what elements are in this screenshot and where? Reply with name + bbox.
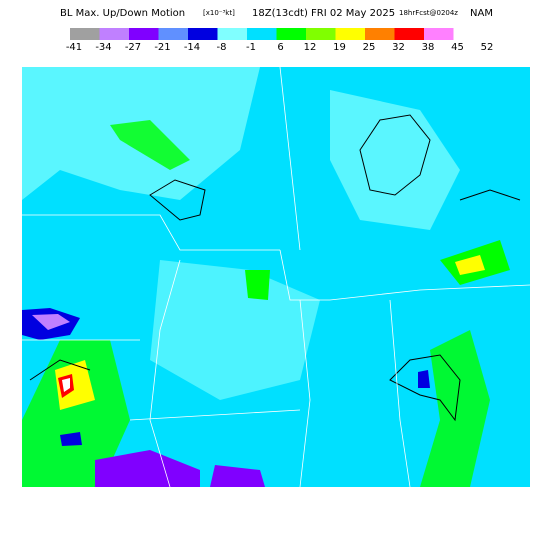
field-region [245,270,270,300]
field-region [62,378,70,392]
legend-label: 6 [277,42,283,53]
legend-label: 12 [304,42,317,53]
legend-label: -27 [125,42,141,53]
color-legend: -41 -34 -27 -21 -14 -8 -1 6 12 19 25 32 38 45 52 [66,28,494,53]
legend-swatch [306,28,336,40]
state-borders [22,66,531,488]
field-region [210,465,265,487]
legend-swatch [276,28,306,40]
field-region [55,360,95,410]
legend-label: -14 [184,42,200,53]
legend-swatch [70,28,100,40]
field-region [22,340,130,487]
units: [x10⁻³kt] [203,9,235,17]
legend-swatch [394,28,424,40]
forecast-info: 18hrFcst@0204z [399,9,458,17]
legend-label: 25 [363,42,376,53]
coastlines [29,114,521,422]
title: BL Max. Up/Down Motion [60,8,185,19]
legend-label: 19 [333,42,346,53]
legend-label: 45 [451,42,464,53]
legend-swatch [247,28,277,40]
legend-swatch [335,28,365,40]
field-region [418,370,430,388]
field-region [32,314,70,330]
field-region [455,255,485,275]
legend-label: -1 [246,42,256,53]
field-region [60,432,82,446]
legend-swatch [158,28,188,40]
map-field [22,66,531,488]
legend-label: -34 [95,42,111,53]
legend-swatch [99,28,129,40]
field-region [110,120,190,170]
legend-swatch [365,28,395,40]
field-region [95,450,200,487]
field-region [330,90,460,230]
legend-label: -41 [66,42,82,53]
legend-swatch [129,28,159,40]
legend-label: 38 [422,42,435,53]
legend-swatch [424,28,454,40]
legend-label: 52 [481,42,494,53]
legend-label: -21 [154,42,170,53]
field-region [150,260,320,400]
legend-label: -8 [217,42,227,53]
legend-label: 32 [392,42,405,53]
valid-time: 18Z(13cdt) FRI 02 May 2025 [252,8,395,19]
model: NAM [470,8,493,19]
legend-swatch [188,28,218,40]
field-region [420,330,490,487]
legend-swatch [217,28,247,40]
